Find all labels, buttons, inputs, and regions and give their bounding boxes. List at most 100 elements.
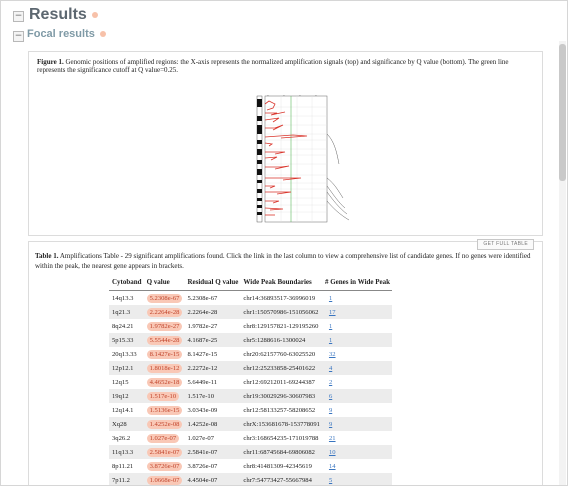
genes-link[interactable]: 6: [325, 393, 332, 400]
peak-boundaries-cell: chr19:30029296-30607983: [240, 389, 322, 403]
peak-boundaries-cell: chrX:153681678-153778091: [240, 417, 322, 431]
q-value-cell: 1.5136e-15: [144, 403, 185, 417]
table-row: 7p11.2 1.0668e-07 4.4504e-07 chr7:547734…: [109, 473, 392, 486]
residual-q-cell: 5.2308e-67: [184, 291, 240, 306]
residual-q-cell: 1.9782e-27: [184, 319, 240, 333]
q-value-cell: 5.5544e-28: [144, 333, 185, 347]
cytoband-cell: 12q14.1: [109, 403, 144, 417]
residual-q-cell: 8.1427e-15: [184, 347, 240, 361]
get-full-table-button[interactable]: GET FULL TABLE: [477, 239, 534, 250]
table-caption-text: Amplifications Table - 29 significant am…: [35, 252, 530, 270]
cytoband-cell: 12q15: [109, 375, 144, 389]
q-value-badge: 8.1427e-15: [147, 350, 183, 359]
q-value-cell: 1.027e-07: [144, 431, 185, 445]
svg-text:~: ~: [315, 94, 317, 97]
cytoband-cell: 12p12.1: [109, 361, 144, 375]
genes-cell: 6: [322, 389, 392, 403]
genes-link[interactable]: 9: [325, 421, 332, 428]
table-row: 3q26.2 1.027e-07 1.027e-07 chr3:16865423…: [109, 431, 392, 445]
genes-link[interactable]: 14: [325, 463, 336, 470]
table-row: 12q14.1 1.5136e-15 3.0343e-09 chr12:5813…: [109, 403, 392, 417]
vertical-scrollbar[interactable]: [559, 41, 566, 485]
svg-text:~: ~: [299, 94, 301, 97]
table-row: 8q24.21 1.9782e-27 1.9782e-27 chr8:12915…: [109, 319, 392, 333]
amplification-plot-image[interactable]: ~ ~ ~ ~: [245, 94, 355, 228]
q-value-cell: 3.8726e-07: [144, 459, 185, 473]
table-row: 8p11.21 3.8726e-07 3.8726e-07 chr8:41481…: [109, 459, 392, 473]
cytoband-cell: Xq28: [109, 417, 144, 431]
peak-boundaries-cell: chr8:129157821-129195260: [240, 319, 322, 333]
header-q-value[interactable]: Q value: [144, 277, 185, 291]
genes-link[interactable]: 1: [325, 337, 332, 344]
collapse-results-button[interactable]: −: [13, 11, 24, 22]
peak-boundaries-cell: chr20:62157760-63025520: [240, 347, 322, 361]
q-value-badge: 2.2264e-28: [147, 308, 183, 317]
q-value-badge: 4.4652e-18: [147, 378, 183, 387]
subsection-title: Focal results: [27, 28, 106, 40]
figure-caption-label: Figure 1.: [37, 58, 64, 66]
residual-q-cell: 3.0343e-09: [184, 403, 240, 417]
q-value-cell: 2.5841e-07: [144, 445, 185, 459]
amplifications-table: Cytoband Q value Residual Q value Wide P…: [109, 277, 392, 486]
genes-cell: 1: [322, 291, 392, 306]
genes-link[interactable]: 32: [325, 351, 336, 358]
q-value-badge: 1.0668e-07: [147, 476, 183, 485]
residual-q-cell: 3.8726e-07: [184, 459, 240, 473]
residual-q-cell: 1.027e-07: [184, 431, 240, 445]
q-value-cell: 8.1427e-15: [144, 347, 185, 361]
chromosome-ideogram: [257, 96, 262, 222]
q-value-badge: 1.9782e-27: [147, 322, 183, 331]
genes-link[interactable]: 17: [325, 309, 336, 316]
cytoband-cell: 19q12: [109, 389, 144, 403]
q-value-badge: 1.5136e-15: [147, 406, 183, 415]
q-value-cell: 2.2264e-28: [144, 305, 185, 319]
genes-cell: 4: [322, 361, 392, 375]
genes-link[interactable]: 2: [325, 379, 332, 386]
peak-boundaries-cell: chr7:54773427-55667984: [240, 473, 322, 486]
table-row: 14q13.3 5.2308e-67 5.2308e-67 chr14:3689…: [109, 291, 392, 306]
q-value-badge: 1.4252e-08: [147, 420, 183, 429]
section-title-text: Results: [29, 6, 87, 23]
peak-boundaries-cell: chr5:1288616-1300024: [240, 333, 322, 347]
genes-link[interactable]: 4: [325, 365, 332, 372]
scrollbar-thumb[interactable]: [559, 44, 566, 181]
genes-cell: 17: [322, 305, 392, 319]
genes-link[interactable]: 9: [325, 407, 332, 414]
q-value-badge: 1.517e-10: [147, 392, 180, 401]
header-residual-q[interactable]: Residual Q value: [184, 277, 240, 291]
cytoband-cell: 3q26.2: [109, 431, 144, 445]
peak-boundaries-cell: chr1:150570986-151056062: [240, 305, 322, 319]
figure-caption-text: Genomic positions of amplified regions: …: [37, 58, 509, 74]
header-genes-count[interactable]: # Genes in Wide Peak: [322, 277, 392, 291]
q-value-cell: 1.9782e-27: [144, 319, 185, 333]
q-value-badge: 2.5841e-07: [147, 448, 183, 457]
table-row: Xq28 1.4252e-08 1.4252e-08 chrX:15368167…: [109, 417, 392, 431]
residual-q-cell: 5.6449e-11: [184, 375, 240, 389]
peak-boundaries-cell: chr14:36893517-36996019: [240, 291, 322, 306]
q-value-cell: 1.8018e-12: [144, 361, 185, 375]
table-panel: GET FULL TABLE Table 1. Amplifications T…: [28, 241, 543, 486]
q-value-badge: 5.5544e-28: [147, 336, 183, 345]
plot-frame: [265, 96, 327, 222]
peak-boundaries-cell: chr8:41481309-42345619: [240, 459, 322, 473]
peak-boundaries-cell: chr12:58133257-58208652: [240, 403, 322, 417]
header-peak-boundaries[interactable]: Wide Peak Boundaries: [240, 277, 322, 291]
figure-caption: Figure 1. Genomic positions of amplified…: [37, 58, 527, 74]
genes-cell: 2: [322, 375, 392, 389]
genes-link[interactable]: 21: [325, 435, 336, 442]
collapse-focal-button[interactable]: −: [13, 31, 24, 42]
genes-cell: 5: [322, 473, 392, 486]
genes-link[interactable]: 1: [325, 295, 332, 302]
cytoband-cell: 5p15.33: [109, 333, 144, 347]
residual-q-cell: 1.517e-10: [184, 389, 240, 403]
table-header-row: Cytoband Q value Residual Q value Wide P…: [109, 277, 392, 291]
peak-boundaries-cell: chr3:168654235-171019788: [240, 431, 322, 445]
genes-link[interactable]: 10: [325, 449, 336, 456]
figure-panel: Figure 1. Genomic positions of amplified…: [28, 51, 543, 236]
residual-q-cell: 2.2272e-12: [184, 361, 240, 375]
q-value-cell: 1.4252e-08: [144, 417, 185, 431]
genes-link[interactable]: 5: [325, 477, 332, 484]
genes-link[interactable]: 1: [325, 323, 332, 330]
header-cytoband[interactable]: Cytoband: [109, 277, 144, 291]
